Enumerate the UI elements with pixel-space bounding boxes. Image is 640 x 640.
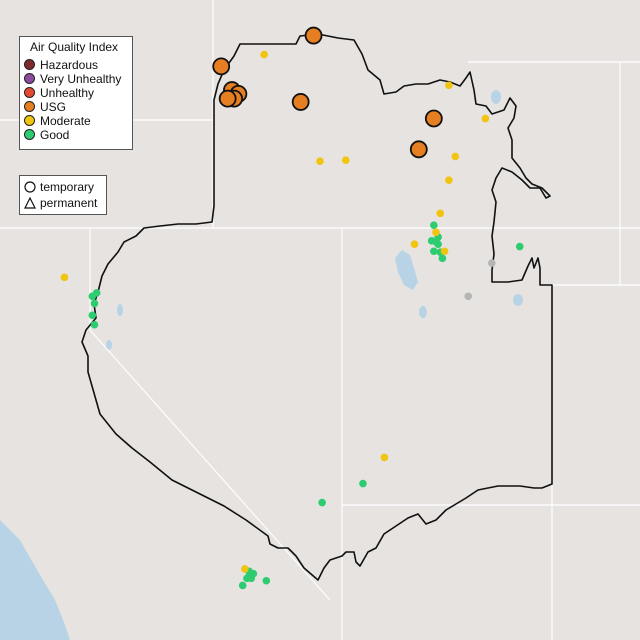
monitor-marker-moderate[interactable] <box>316 157 324 165</box>
yellowstone-lake <box>513 294 523 306</box>
triangle-icon <box>24 197 36 209</box>
legend-item-label: Moderate <box>40 114 91 128</box>
monitor-marker-good[interactable] <box>515 242 524 251</box>
monitor-marker-good[interactable] <box>243 574 251 583</box>
circle-icon <box>24 181 36 193</box>
monitor-marker-usg[interactable] <box>424 109 443 128</box>
legend-item-label: temporary <box>40 180 95 194</box>
legend-item-very-unhealthy: Very Unhealthy <box>24 72 121 86</box>
unhealthy-swatch-icon <box>24 87 35 98</box>
monitor-marker-good[interactable] <box>262 576 271 585</box>
monitor-type-legend: temporary permanent <box>19 175 107 215</box>
monitor-marker-good[interactable] <box>88 311 97 320</box>
monitor-marker-usg[interactable] <box>212 57 231 76</box>
monitor-marker-no-data[interactable] <box>488 259 496 267</box>
monitor-marker-no-data[interactable] <box>464 292 472 301</box>
lake-tahoe <box>106 340 112 350</box>
legend-item-good: Good <box>24 128 69 142</box>
monitor-marker-moderate[interactable] <box>380 453 389 462</box>
monitor-marker-moderate[interactable] <box>436 209 445 218</box>
monitor-marker-moderate[interactable] <box>445 81 453 90</box>
monitor-marker-moderate[interactable] <box>341 156 350 165</box>
aqi-legend: Air Quality Index Hazardous Very Unhealt… <box>19 36 133 150</box>
monitor-marker-usg[interactable] <box>291 93 310 111</box>
good-swatch-icon <box>24 129 35 140</box>
legend-item-permanent: permanent <box>24 196 97 210</box>
pacific-ocean <box>0 520 70 640</box>
monitor-marker-usg[interactable] <box>304 26 323 45</box>
monitor-marker-moderate[interactable] <box>451 152 460 161</box>
utah-lake <box>419 306 427 318</box>
monitor-marker-good[interactable] <box>434 240 442 248</box>
legend-item-label: Hazardous <box>40 58 99 72</box>
monitor-marker-good[interactable] <box>438 254 447 263</box>
region-boundary <box>81 33 553 581</box>
monitor-marker-good[interactable] <box>90 320 99 329</box>
legend-item-label: Very Unhealthy <box>40 72 122 86</box>
monitor-marker-moderate[interactable] <box>410 240 419 248</box>
legend-item-label: Unhealthy <box>40 86 95 100</box>
legend-item-label: USG <box>40 100 67 114</box>
moderate-swatch-icon <box>24 115 35 126</box>
monitor-marker-good[interactable] <box>427 237 436 245</box>
great-salt-lake <box>395 250 418 290</box>
monitor-marker-good[interactable] <box>318 498 326 507</box>
legend-item-temporary: temporary <box>24 180 94 194</box>
pyramid-lake <box>117 304 123 316</box>
monitor-marker-moderate[interactable] <box>481 114 490 123</box>
legend-item-unhealthy: Unhealthy <box>24 86 94 100</box>
legend-item-usg: USG <box>24 100 66 114</box>
monitor-markers <box>60 26 524 590</box>
monitor-marker-moderate[interactable] <box>440 247 449 256</box>
monitor-marker-good[interactable] <box>88 292 97 301</box>
monitor-marker-good[interactable] <box>359 479 367 488</box>
monitor-marker-good[interactable] <box>238 581 247 590</box>
monitor-marker-usg[interactable] <box>409 140 428 159</box>
monitor-marker-usg[interactable] <box>218 89 237 108</box>
monitor-marker-good[interactable] <box>430 221 438 229</box>
monitor-marker-moderate[interactable] <box>445 176 453 184</box>
legend-item-label: Good <box>40 128 70 142</box>
monitor-marker-moderate[interactable] <box>60 273 69 282</box>
legend-title: Air Quality Index <box>30 40 119 54</box>
monitor-marker-good[interactable] <box>90 299 99 308</box>
legend-item-moderate: Moderate <box>24 114 91 128</box>
legend-item-label: permanent <box>40 196 98 210</box>
legend-item-hazardous: Hazardous <box>24 58 98 72</box>
hazardous-swatch-icon <box>24 59 35 70</box>
monitor-marker-moderate[interactable] <box>432 228 440 237</box>
flathead-lake <box>491 90 501 104</box>
monitor-marker-good[interactable] <box>430 247 438 256</box>
monitor-marker-moderate[interactable] <box>241 565 249 573</box>
usg-swatch-icon <box>24 101 35 112</box>
monitor-marker-moderate[interactable] <box>260 50 268 59</box>
very-unhealthy-swatch-icon <box>24 73 35 84</box>
